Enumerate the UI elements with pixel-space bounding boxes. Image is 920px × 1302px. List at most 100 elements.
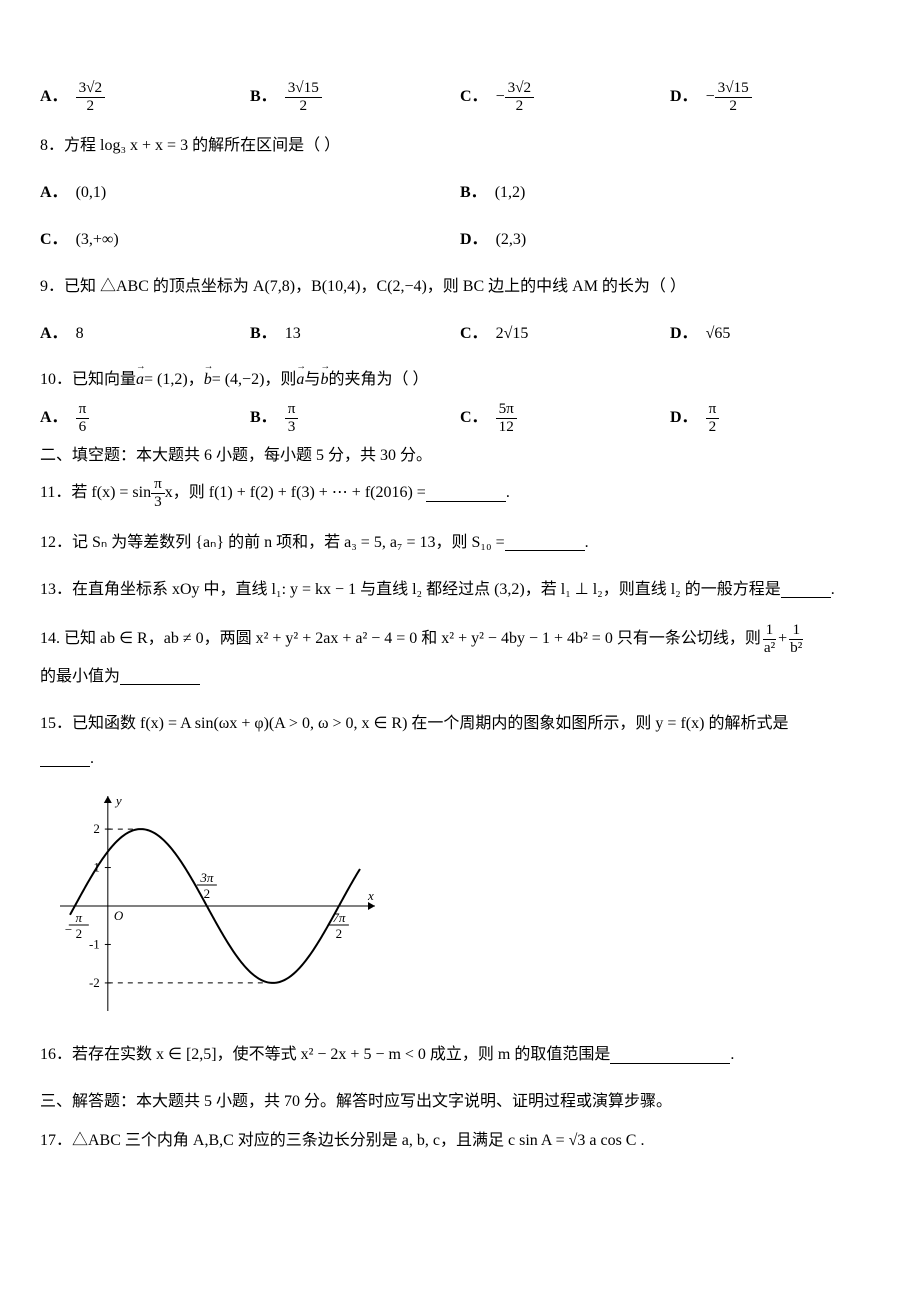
q8-text: 8．方程 log₃ x + x = 3 的解所在区间是（ ） — [40, 132, 340, 161]
q16: 16．若存在实数 x ∈ [2,5]，使不等式 x² − 2x + 5 − m … — [40, 1041, 880, 1070]
q14-frac1: 1 a² — [761, 622, 778, 656]
q9-option-c: C． 2√15 — [460, 320, 670, 349]
sine-wave-chart: -2-112−π2O3π27π2yx — [40, 791, 380, 1021]
opt-label: B． — [250, 83, 277, 112]
q8-options-row2: C． (3,+∞) D． (2,3) — [40, 226, 880, 255]
q14-text1: 14. 已知 ab ∈ R，ab ≠ 0，两圆 x² + y² + 2ax + … — [40, 625, 761, 654]
frac-den: 12 — [496, 419, 517, 436]
svg-text:2: 2 — [93, 821, 100, 836]
svg-text:x: x — [367, 888, 374, 903]
q12-text2: . — [585, 529, 589, 558]
svg-text:2: 2 — [204, 886, 211, 901]
q12-text1: 12．记 Sₙ 为等差数列 {aₙ} 的前 n 项和，若 a₃ = 5, a₇ … — [40, 529, 505, 558]
q9-option-a: A． 8 — [40, 320, 250, 349]
q13-text2: . — [831, 576, 835, 605]
opt-label: B． — [250, 404, 277, 433]
frac-num: 3√15 — [715, 80, 752, 98]
q7-option-d: D． − 3√15 2 — [670, 80, 880, 114]
q10-mid2: = (4,−2)，则 — [212, 366, 297, 395]
q10-option-b: B． π 3 — [250, 401, 460, 435]
opt-label: D． — [460, 226, 488, 255]
frac-den: 3 — [285, 419, 299, 436]
q8-b-val: (1,2) — [495, 179, 526, 208]
q11-suffix1: x，则 f(1) + f(2) + f(3) + ⋯ + f(2016) = — [165, 479, 426, 508]
q9-option-d: D． √65 — [670, 320, 880, 349]
frac-num: 3√2 — [505, 80, 535, 98]
frac-num: 1 — [763, 622, 777, 640]
opt-label: A． — [40, 83, 68, 112]
opt-label: C． — [460, 320, 488, 349]
q11-frac: π 3 — [151, 476, 165, 510]
section-2-text: 二、填空题：本大题共 6 小题，每小题 5 分，共 30 分。 — [40, 442, 432, 471]
q11-prefix: 11．若 f(x) = sin — [40, 479, 151, 508]
blank-fill — [505, 535, 585, 551]
q10-a-frac: π 6 — [76, 401, 90, 435]
q14-line1: 14. 已知 ab ∈ R，ab ≠ 0，两圆 x² + y² + 2ax + … — [40, 622, 880, 656]
frac-den: 2 — [726, 98, 740, 115]
q7-b-frac: 3√15 2 — [285, 80, 322, 114]
svg-text:−: − — [65, 922, 72, 937]
vec-b-icon: b — [320, 366, 328, 395]
q10-options: A． π 6 B． π 3 C． 5π 12 D． π 2 — [40, 401, 880, 435]
q11: 11．若 f(x) = sin π 3 x，则 f(1) + f(2) + f(… — [40, 476, 880, 510]
vec-a-icon: a — [296, 366, 304, 395]
blank-fill — [40, 751, 90, 767]
frac-num: 1 — [789, 622, 803, 640]
q10-prefix: 10．已知向量 — [40, 366, 136, 395]
q8-stem: 8．方程 log₃ x + x = 3 的解所在区间是（ ） — [40, 132, 880, 161]
svg-text:3π: 3π — [199, 870, 214, 885]
frac-den: 2 — [513, 98, 527, 115]
q13: 13．在直角坐标系 xOy 中，直线 l₁: y = kx − 1 与直线 l₂… — [40, 576, 880, 605]
q14-line2: 的最小值为 — [40, 663, 880, 692]
q7-option-b: B． 3√15 2 — [250, 80, 460, 114]
q8-options-row1: A． (0,1) B． (1,2) — [40, 179, 880, 208]
q8-option-a: A． (0,1) — [40, 179, 460, 208]
frac-num: 5π — [496, 401, 517, 419]
q10-mid3: 与 — [304, 366, 320, 395]
frac-den: 2 — [84, 98, 98, 115]
section-2-header: 二、填空题：本大题共 6 小题，每小题 5 分，共 30 分。 — [40, 442, 880, 471]
q11-suffix2: . — [506, 479, 510, 508]
opt-label: D． — [670, 83, 698, 112]
q16-text2: . — [730, 1041, 734, 1070]
q17-text: 17．△ABC 三个内角 A,B,C 对应的三条边长分别是 a, b, c，且满… — [40, 1127, 644, 1156]
q15-text1: 15．已知函数 f(x) = A sin(ωx + φ)(A > 0, ω > … — [40, 710, 788, 739]
blank-fill — [120, 669, 200, 685]
q10-stem: 10．已知向量 a = (1,2)， b = (4,−2)，则 a 与 b 的夹… — [40, 366, 880, 395]
opt-label: A． — [40, 179, 68, 208]
q9-d-val: √65 — [706, 320, 731, 349]
opt-label: D． — [670, 404, 698, 433]
q14-frac2: 1 b² — [787, 622, 805, 656]
q8-d-val: (2,3) — [496, 226, 527, 255]
opt-label: C． — [460, 404, 488, 433]
frac-num: 3√2 — [76, 80, 106, 98]
q7-option-c: C． − 3√2 2 — [460, 80, 670, 114]
q10-c-frac: 5π 12 — [496, 401, 517, 435]
frac-num: π — [706, 401, 720, 419]
q10-d-frac: π 2 — [706, 401, 720, 435]
q10-mid: = (1,2)， — [144, 366, 204, 395]
frac-den: b² — [787, 640, 805, 657]
q9-text: 9．已知 △ABC 的顶点坐标为 A(7,8)，B(10,4)，C(2,−4)，… — [40, 273, 686, 302]
q14-line2-prefix: 的最小值为 — [40, 663, 120, 692]
q15-line2: . — [40, 745, 880, 774]
q9-b-val: 13 — [285, 320, 301, 349]
frac-num: π — [76, 401, 90, 419]
q14-plus: + — [778, 625, 787, 654]
q9-a-val: 8 — [76, 320, 84, 349]
q10-b-frac: π 3 — [285, 401, 299, 435]
opt-label: D． — [670, 320, 698, 349]
q10-suffix: 的夹角为（ ） — [328, 366, 428, 395]
q8-option-d: D． (2,3) — [460, 226, 880, 255]
svg-text:π: π — [76, 910, 83, 925]
opt-label: A． — [40, 320, 68, 349]
q8-option-c: C． (3,+∞) — [40, 226, 460, 255]
opt-label: B． — [250, 320, 277, 349]
q10-option-d: D． π 2 — [670, 401, 880, 435]
q7-a-frac: 3√2 2 — [76, 80, 106, 114]
q7-option-a: A． 3√2 2 — [40, 80, 250, 114]
opt-label: C． — [40, 226, 68, 255]
q15-text2: . — [90, 745, 94, 774]
section-3-text: 三、解答题：本大题共 5 小题，共 70 分。解答时应写出文字说明、证明过程或演… — [40, 1088, 672, 1117]
svg-text:O: O — [114, 908, 124, 923]
